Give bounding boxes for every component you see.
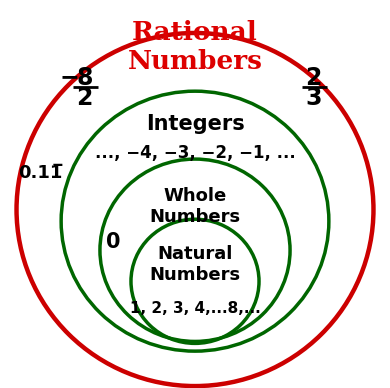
Text: Natural
Numbers: Natural Numbers	[149, 245, 241, 284]
Text: 0: 0	[106, 232, 121, 253]
Text: Whole
Numbers: Whole Numbers	[149, 187, 241, 226]
Text: 8: 8	[76, 66, 93, 90]
Text: Integers: Integers	[145, 114, 245, 134]
Text: −: −	[59, 66, 79, 90]
Text: 2: 2	[305, 66, 321, 90]
Text: Rational
Numbers: Rational Numbers	[128, 19, 262, 74]
Text: ..., −4, −3, −2, −1, ...: ..., −4, −3, −2, −1, ...	[95, 144, 295, 162]
Text: 3: 3	[305, 86, 322, 110]
Text: 1, 2, 3, 4,...8,...: 1, 2, 3, 4,...8,...	[129, 301, 261, 316]
Text: 2: 2	[76, 86, 92, 110]
Text: 0.11̅: 0.11̅	[18, 164, 63, 182]
